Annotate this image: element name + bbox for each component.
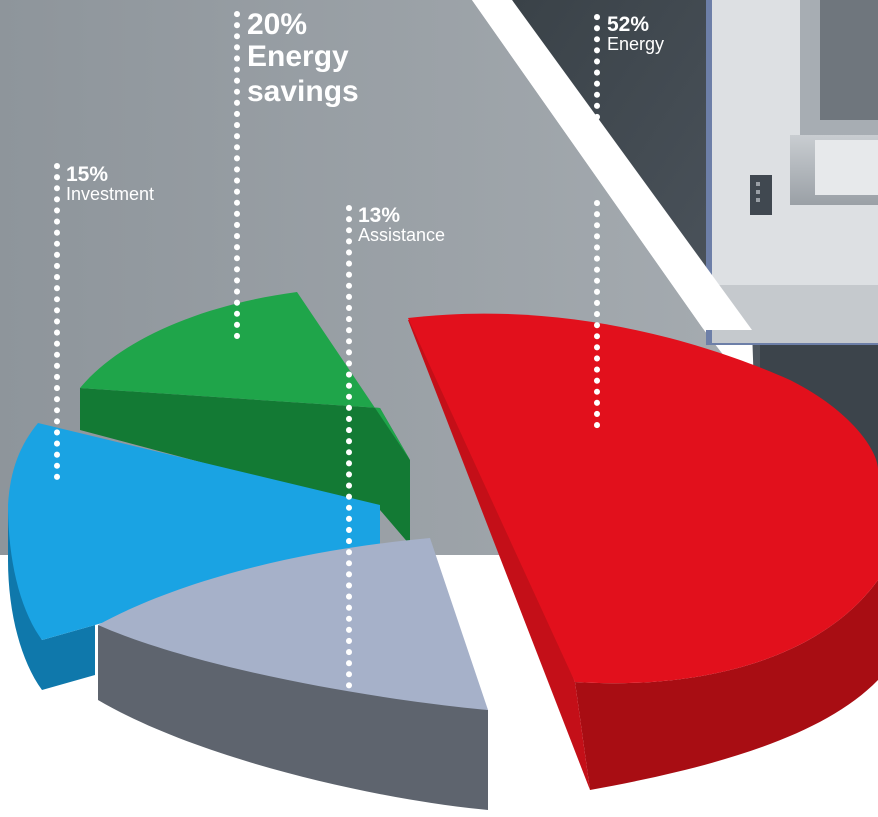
label-energy-savings-pct: 20% — [247, 8, 308, 41]
slice-assistance — [98, 538, 488, 710]
label-investment-name: Investment — [66, 184, 155, 204]
slice-assistance-side — [98, 625, 488, 810]
label-energy-savings-name: Energy savings — [247, 40, 359, 108]
label-assistance-pct: 13% — [358, 204, 401, 227]
slice-energy-savings — [80, 292, 410, 460]
diagonal-stripe — [472, 0, 752, 330]
slice-energy-side-inner — [408, 320, 590, 790]
slice-energy-savings-side — [80, 388, 410, 545]
slice-investment-side — [8, 505, 95, 690]
label-energy: 52% Energy — [607, 14, 664, 55]
slice-energy — [408, 313, 878, 684]
pie-sides — [8, 320, 878, 810]
label-investment: 15% Investment — [66, 164, 154, 205]
label-energy-savings: 20% Energy savings — [247, 10, 377, 109]
label-energy-name: Energy — [607, 34, 665, 54]
label-energy-pct: 52% — [607, 13, 650, 36]
pie-tops — [8, 292, 878, 710]
label-investment-pct: 15% — [66, 163, 109, 186]
leader-lines — [54, 11, 600, 698]
label-assistance-name: Assistance — [358, 225, 446, 245]
slice-investment — [8, 423, 380, 640]
label-assistance: 13% Assistance — [358, 205, 445, 246]
slice-energy-side — [575, 580, 878, 790]
